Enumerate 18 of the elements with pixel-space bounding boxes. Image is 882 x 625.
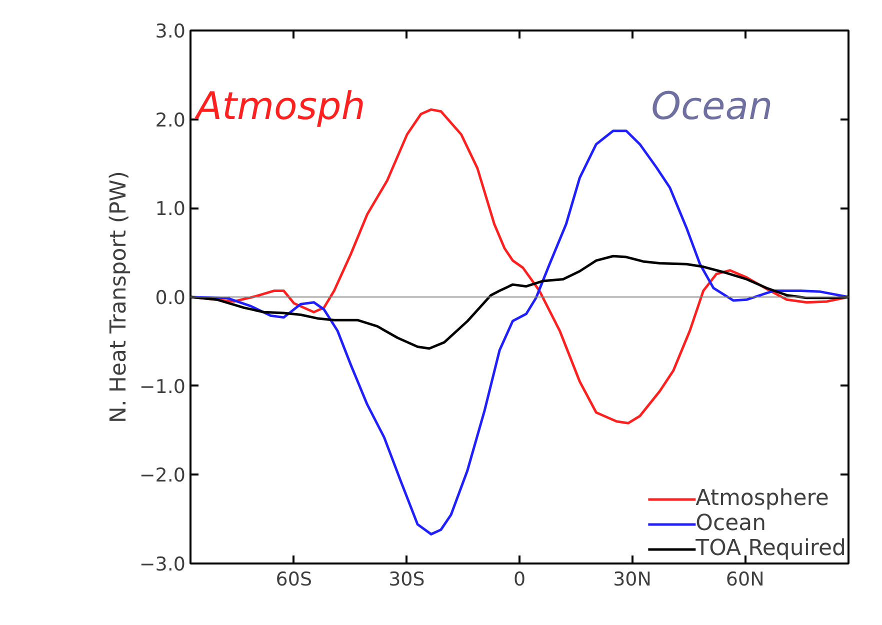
- y-tick-label: 0.0: [155, 287, 186, 309]
- y-tick-label: 2.0: [155, 109, 186, 132]
- annotation: Ocean: [651, 84, 773, 128]
- annotation: Atmosph: [193, 84, 366, 128]
- y-tick-label: −3.0: [139, 554, 186, 576]
- legend-label: TOA Required: [696, 536, 846, 561]
- y-tick-label: −2.0: [139, 464, 186, 487]
- y-axis-title: N. Heat Transport (PW): [106, 170, 132, 424]
- x-tick-label: 60S: [276, 568, 312, 590]
- x-tick-label: 0: [513, 568, 526, 590]
- x-tick-label: 60N: [726, 568, 764, 590]
- y-tick-label: 3.0: [155, 20, 186, 42]
- y-tick-label: −1.0: [139, 376, 186, 398]
- x-tick-label: 30S: [388, 568, 425, 590]
- x-tick-label: 30N: [613, 568, 652, 590]
- y-tick-label: 1.0: [155, 198, 186, 220]
- legend-label: Ocean: [696, 511, 766, 536]
- legend-label: Atmosphere: [696, 486, 829, 511]
